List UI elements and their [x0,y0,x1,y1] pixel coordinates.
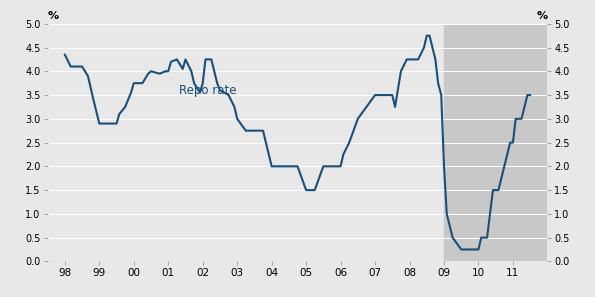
Text: %: % [48,11,59,21]
Text: %: % [536,11,547,21]
Text: Repo rate: Repo rate [178,84,236,97]
Bar [444,24,547,261]
